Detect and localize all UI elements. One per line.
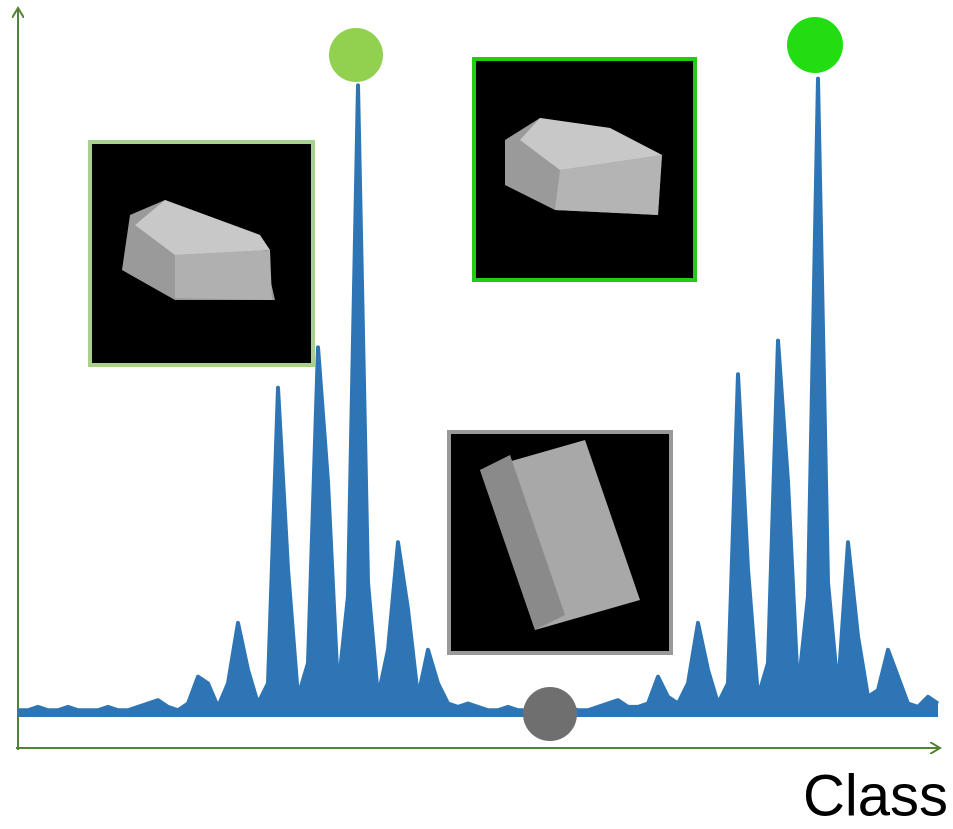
marker-circle	[787, 17, 843, 73]
x-axis-label: Class	[803, 763, 948, 828]
render-image	[474, 59, 695, 280]
marker-circle	[329, 28, 383, 82]
render-image	[449, 432, 671, 653]
chart: Class	[0, 0, 953, 829]
render-image	[90, 142, 313, 365]
marker-circle	[523, 687, 577, 741]
